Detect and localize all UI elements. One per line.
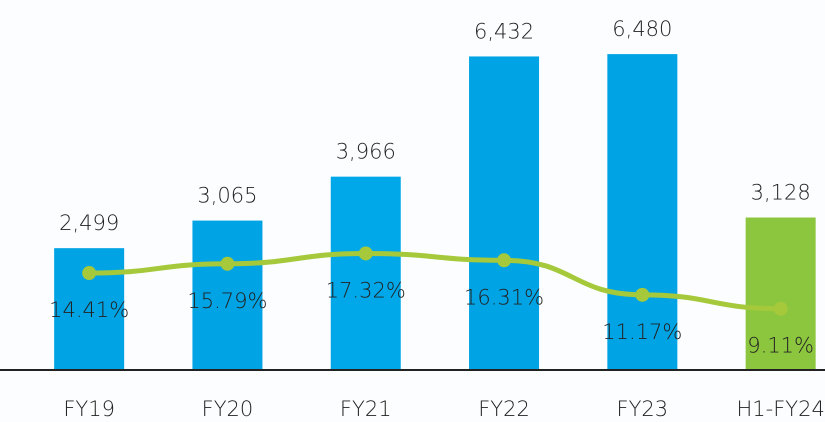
bar [330,176,401,370]
line-point [497,253,512,268]
line-point [635,287,650,302]
line-value-label: 17.32% [326,278,406,302]
line-value-label: 14.41% [49,298,129,322]
x-tick-label: FY22 [478,397,530,421]
line-point [220,256,235,271]
bar-value-label: 6,432 [474,19,534,43]
bar-value-label: 2,499 [59,211,119,235]
bar [469,56,540,370]
bar [192,220,263,370]
bar-value-label: 3,065 [197,184,257,208]
x-tick-label: FY23 [617,397,669,421]
bar [745,217,816,370]
x-tick-label: H1-FY24 [736,397,824,421]
line-value-label: 15.79% [187,289,267,313]
x-tick-label: FY20 [202,397,254,421]
line-value-label: 16.31% [464,285,544,309]
x-tick-label: FY21 [340,397,392,421]
bar-value-label: 3,128 [751,181,811,205]
bar-value-label: 6,480 [612,17,672,41]
line-point [358,246,373,261]
x-tick-label: FY19 [63,397,115,421]
line [89,250,781,312]
line-value-label: 11.17% [602,320,682,344]
line-point [82,266,97,281]
line-point [773,301,788,316]
line-value-label: 9.11% [747,334,814,358]
bar-value-label: 3,966 [336,140,396,164]
bar [607,54,678,371]
